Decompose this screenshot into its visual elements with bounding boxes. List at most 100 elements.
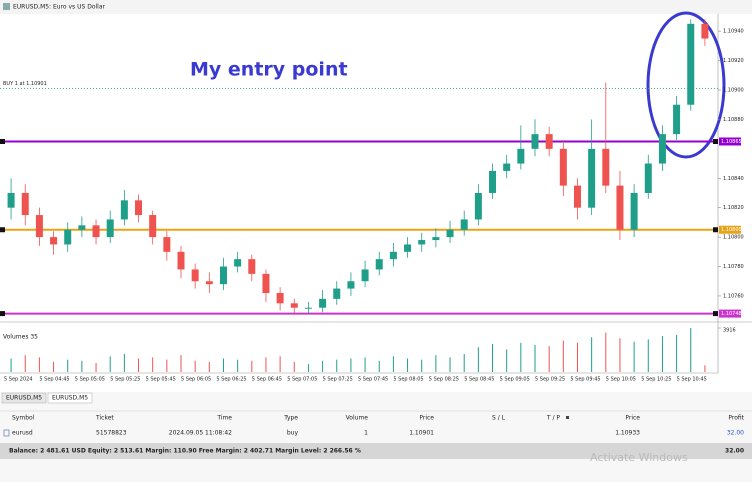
candle-body [503,163,511,171]
candle-body [559,148,567,186]
table-cell: 51578823 [96,430,127,437]
sort-icon [566,416,569,419]
table-cell: buy [287,430,299,437]
x-tick-label: 5 Sep 10:45 [677,377,707,383]
candle-body [545,134,553,149]
table-header: T / P [546,415,561,422]
table-header: Price [419,415,434,422]
candle-body [50,237,58,245]
x-tick-label: 5 Sep 08:45 [464,377,494,383]
candle-body [432,237,440,241]
level-label: 1.10805 [721,227,742,233]
volume-tick-label: 3916 [723,328,736,334]
candle-body [361,269,369,282]
table-cell: 2024.09.05 11:08:42 [169,430,232,437]
candle-body [35,215,43,238]
x-tick-label: 5 Sep 05:05 [75,377,105,383]
level-label-bg [719,225,741,234]
y-tick-label: 1.10780 [723,264,744,270]
y-tick-label: 1.10940 [723,29,744,35]
candle-body [21,192,29,216]
x-tick-label: 5 Sep 08:05 [393,377,423,383]
level-handle[interactable] [0,311,5,317]
candle-body [588,148,596,208]
candle-body [630,192,638,230]
level-handle[interactable] [713,227,718,233]
candle-body [262,273,270,293]
candle-body [687,23,695,105]
y-tick-label: 1.10900 [723,88,744,94]
candle-body [460,219,468,230]
level-label-bg [719,309,741,318]
candle-body [120,200,128,220]
candle-body [404,244,412,252]
y-tick-label: 1.10820 [723,205,744,211]
candle-body [78,225,86,230]
table-cell: 1.10933 [615,430,640,437]
candle-body [135,200,143,216]
x-tick-label: 5 Sep 10:05 [606,377,636,383]
window-title: EURUSD,M5: Euro vs US Dollar [13,4,106,11]
x-tick-label: 5 Sep 08:25 [429,377,459,383]
candle-body [304,307,312,309]
x-tick-label: 5 Sep 04:45 [39,377,69,383]
level-handle[interactable] [0,138,5,144]
balance-text: Balance: 2 481.61 USD Equity: 2 513.61 M… [9,448,361,455]
candle-body [205,281,213,285]
tab-label: EURUSD,M5 [52,395,88,402]
x-tick-label: 5 Sep 09:45 [570,377,600,383]
candle-body [673,104,681,135]
table-header: Profit [728,415,744,422]
balance-profit: 32.00 [725,448,744,455]
highlight-ellipse [646,11,726,159]
balance-bar [0,443,752,459]
candle-body [149,215,157,238]
candle-body [446,229,454,238]
candle-body [290,303,298,308]
x-tick-label: 5 Sep 10:25 [641,377,671,383]
candle-body [7,192,15,208]
candle-body [64,229,72,245]
x-tick-label: 5 Sep 06:45 [252,377,282,383]
candle-body [191,269,199,282]
candle-body [701,23,709,39]
x-tick-label: 5 Sep 09:25 [535,377,565,383]
order-line-label: BUY 1 at 1.10901 [3,81,47,87]
volume-pane-label: Volumes 35 [3,334,38,341]
row-icon [3,429,10,437]
candle-body [573,185,581,208]
tab[interactable] [47,392,93,404]
candle-body [616,185,624,230]
candle-body [163,237,171,252]
candle-body [106,219,114,238]
x-tick-label: 5 Sep 05:25 [110,377,140,383]
table-header: S / L [492,415,506,422]
table-cell: 1 [364,430,368,437]
table-header: Time [216,415,232,422]
candle-body [517,148,525,164]
annotation: My entry point [190,59,348,81]
table-cell: 1.10901 [409,430,434,437]
candle-body [92,225,100,238]
level-handle[interactable] [0,227,5,233]
x-tick-label: 5 Sep 07:25 [323,377,353,383]
level-handle[interactable] [713,311,718,317]
tab[interactable] [1,392,47,404]
x-tick-label: 5 Sep 09:05 [500,377,530,383]
candle-body [234,259,242,267]
candle-body [177,251,185,270]
y-tick-label: 1.10800 [723,235,744,241]
y-tick-label: 1.10880 [723,117,744,123]
candle-body [319,298,327,308]
level-handle[interactable] [713,138,718,144]
tab-label: EURUSD,M5 [6,395,42,402]
candle-body [389,251,397,260]
candle-body [248,259,256,274]
table-cell: eurusd [12,430,33,437]
table-header: Volume [346,415,369,422]
y-tick-label: 1.10920 [723,58,744,64]
x-tick-label: 5 Sep 06:05 [181,377,211,383]
candle-body [375,259,383,270]
toolbox [0,392,752,482]
